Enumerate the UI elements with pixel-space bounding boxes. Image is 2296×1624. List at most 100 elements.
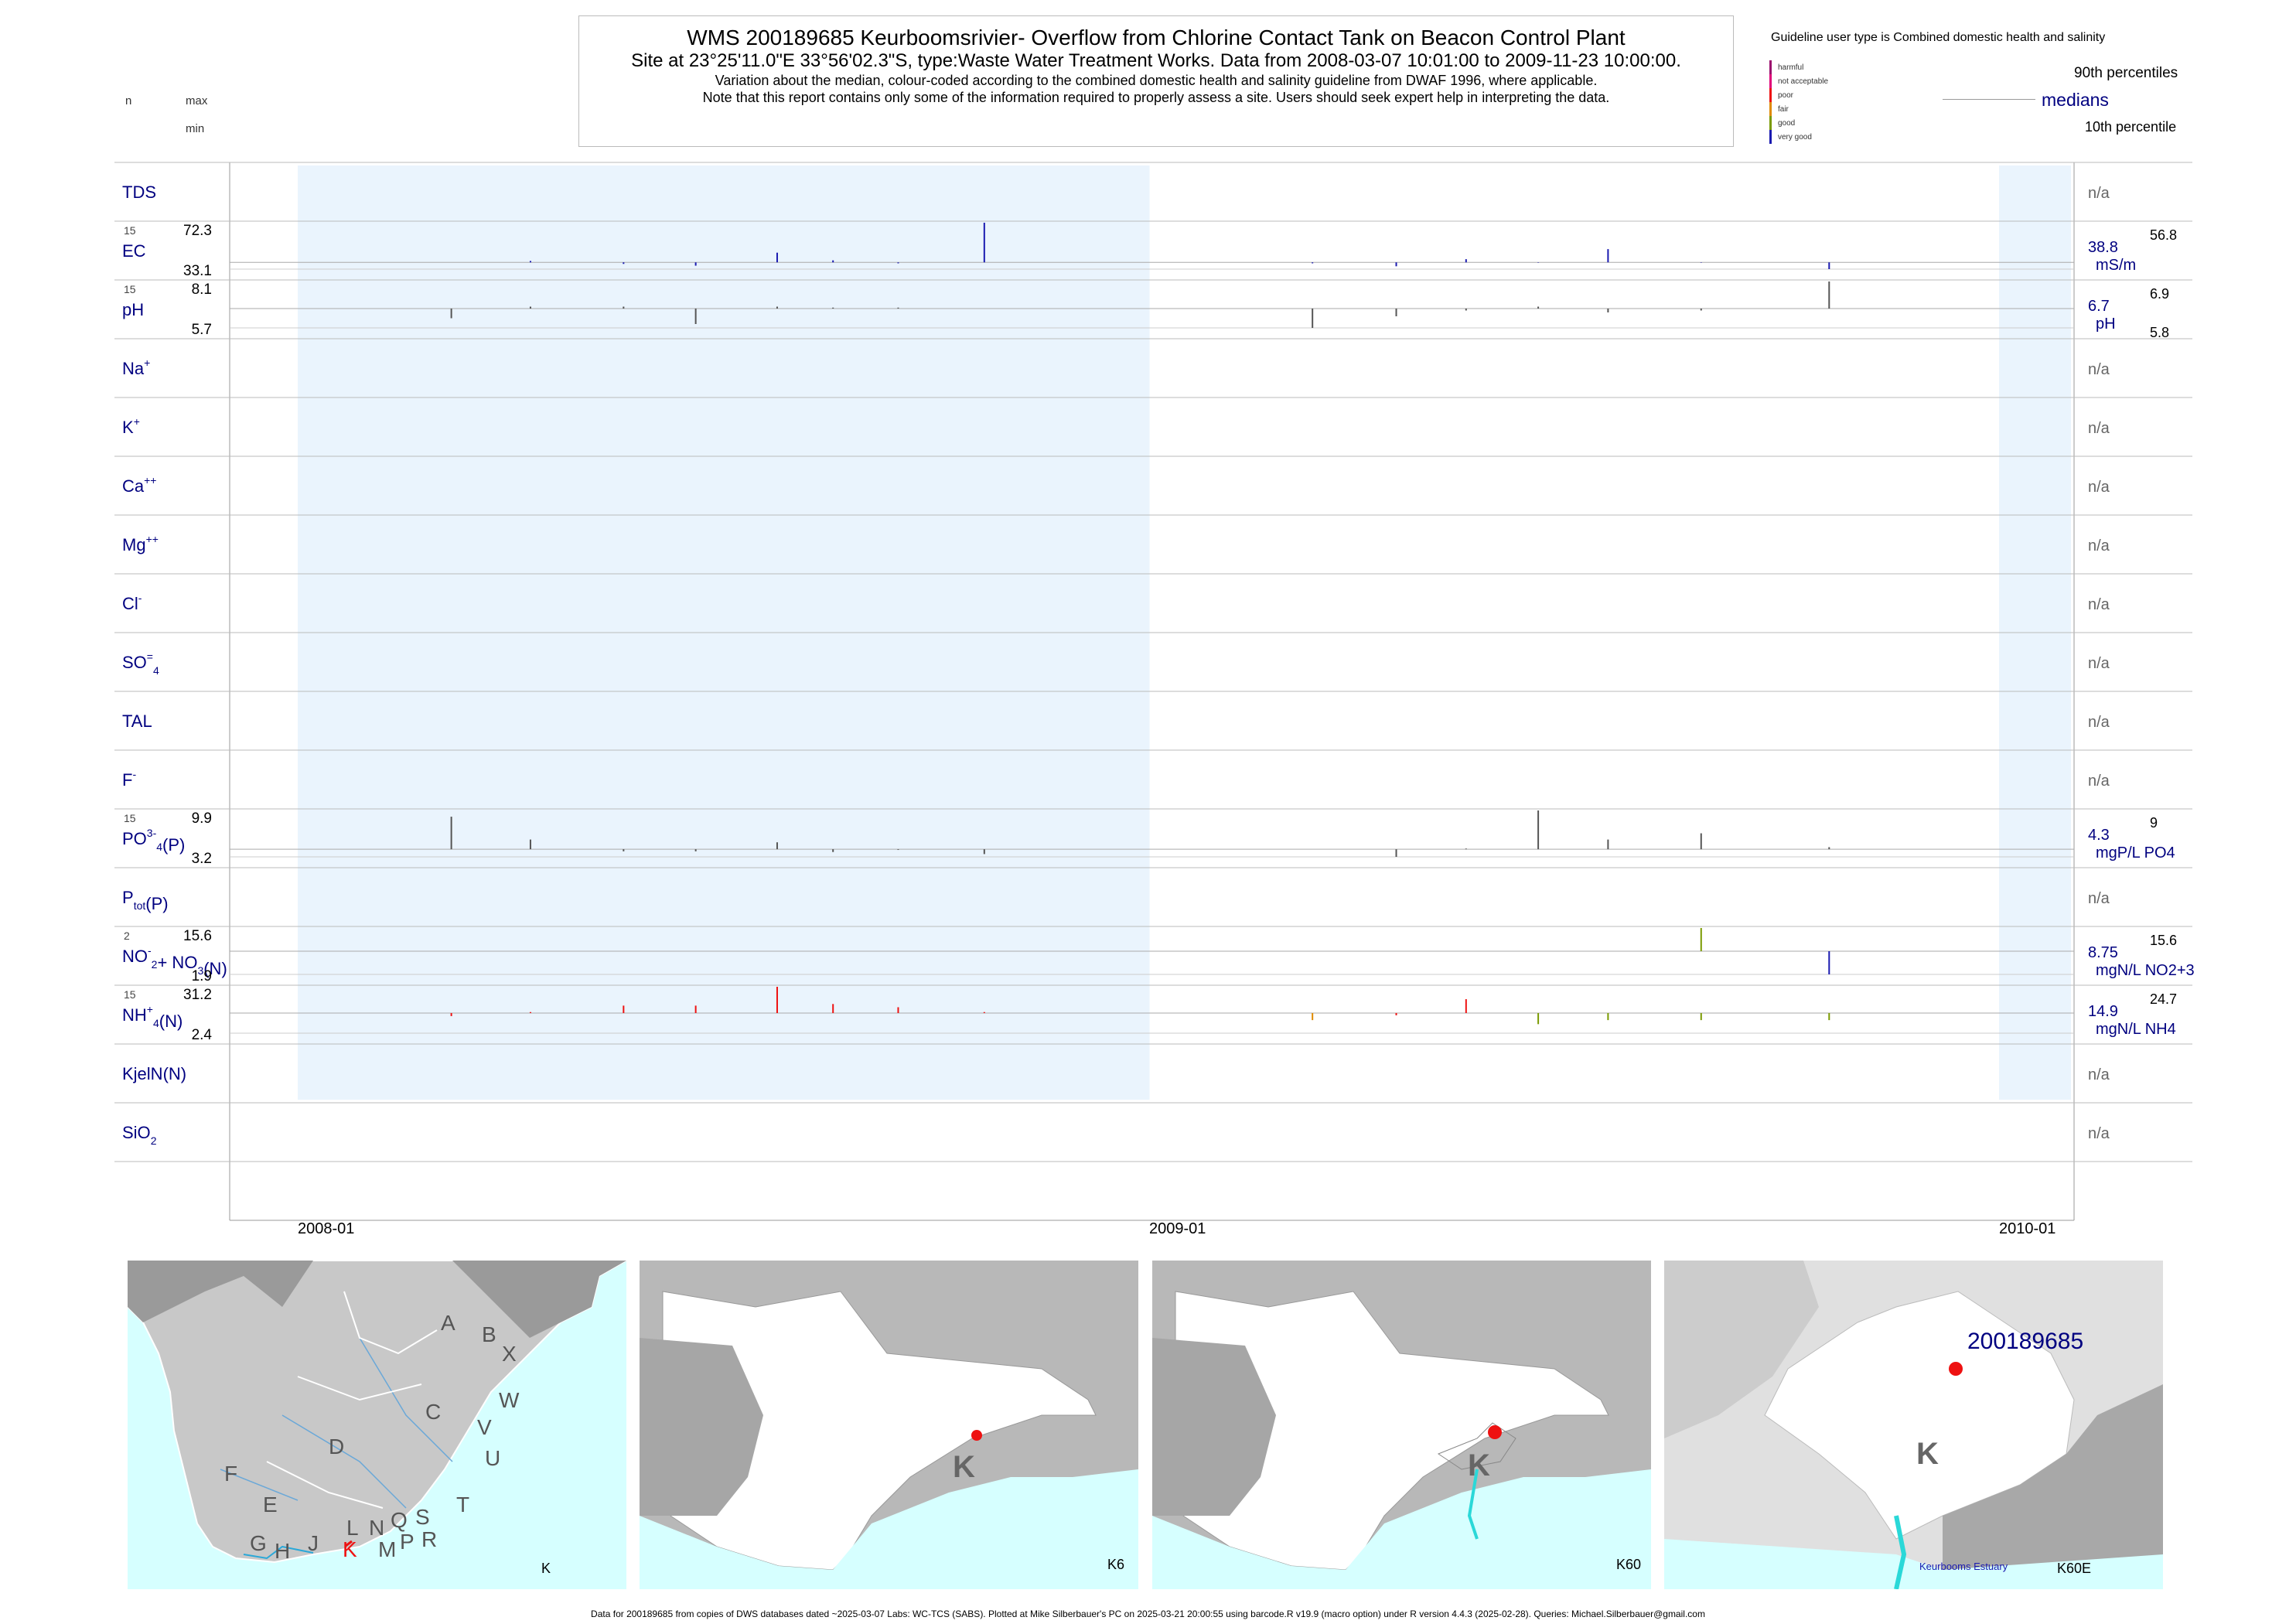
p90-NH4: 24.7	[2150, 991, 2177, 1007]
min-PO4: 3.2	[192, 851, 212, 867]
map3-region: K	[1468, 1448, 1490, 1482]
region-label-D: D	[329, 1435, 345, 1459]
guideline-legend: harmful not acceptable poor fair good very go…	[1769, 60, 1854, 145]
region-label-M: M	[378, 1537, 397, 1561]
region-label-Q: Q	[391, 1508, 408, 1532]
region-label-B: B	[482, 1322, 496, 1346]
region-label-C: C	[425, 1400, 442, 1424]
region-label-F: F	[224, 1462, 238, 1486]
na-Ptot: n/a	[2088, 890, 2110, 907]
page-title: WMS 200189685 Keurboomsrivier- Overflow …	[687, 26, 1626, 49]
region-label-U: U	[485, 1446, 501, 1470]
title-box: WMS 200189685 Keurboomsrivier- Overflow …	[578, 15, 1734, 147]
param-label-TDS: TDS	[122, 183, 156, 202]
na-F: n/a	[2088, 773, 2110, 790]
unit-NH4: mgN/L NH4	[2096, 1021, 2176, 1038]
n-NH4: 15	[124, 988, 136, 1001]
param-label-TAL: TAL	[122, 711, 152, 731]
region-label-V: V	[477, 1415, 492, 1439]
map-k60e: 200189685 K Keurbooms Estuary K60E	[1664, 1261, 2163, 1589]
x-tick-2010: 2010-01	[1999, 1220, 2056, 1237]
max-EC: 72.3	[183, 223, 212, 239]
region-label-S: S	[415, 1505, 430, 1529]
na-Na: n/a	[2088, 361, 2110, 378]
legend-class-label: good	[1778, 118, 1796, 128]
medians-label: medians	[2042, 90, 2109, 110]
region-label-K: K	[343, 1537, 357, 1561]
p90-pH: 6.9	[2150, 286, 2169, 302]
barcode-chart: TDS n/a EC 15 72.3 33.1 38.8 56.8 mS/m pH 15 8.1 5.7…	[114, 162, 2195, 1221]
map-k6: K K6	[640, 1261, 1138, 1589]
param-label-Ptot: Ptot(P)	[122, 888, 169, 913]
param-label-NH4: NH+4(N)	[122, 1003, 183, 1031]
param-label-Mg: Mg++	[122, 533, 159, 554]
legend-class-1: not acceptable	[1769, 74, 1854, 88]
n-pH: 15	[124, 283, 136, 295]
x-tick-2008: 2008-01	[298, 1220, 355, 1237]
x-tick-2009: 2009-01	[1149, 1220, 1206, 1237]
region-label-T: T	[456, 1493, 470, 1517]
legend-swatch	[1769, 60, 1772, 74]
max-pH: 8.1	[192, 281, 212, 298]
median-legend-line	[1943, 99, 2035, 100]
legend-swatch	[1769, 116, 1772, 130]
n-PO4: 15	[124, 812, 136, 824]
legend-class-4: good	[1769, 116, 1854, 130]
region-label-X: X	[502, 1342, 517, 1366]
p90-label: 90th percentiles	[2074, 65, 2178, 81]
param-label-PO4: PO3-4(P)	[122, 827, 185, 855]
min-NH4: 2.4	[192, 1027, 213, 1043]
param-label-SiO2: SiO2	[122, 1123, 157, 1147]
param-label-K: K+	[122, 415, 140, 437]
legend-class-0: harmful	[1769, 60, 1854, 74]
na-TDS: n/a	[2088, 185, 2110, 202]
max-NOx: 15.6	[183, 928, 212, 944]
region-label-J: J	[308, 1531, 319, 1555]
expert-note: Note that this report contains only some…	[702, 90, 1610, 105]
key-min: min	[186, 122, 205, 135]
region-label-R: R	[421, 1527, 438, 1551]
region-label-E: E	[263, 1493, 278, 1517]
region-label-W: W	[499, 1388, 520, 1412]
region-label-H: H	[275, 1539, 291, 1563]
median-NOx: 8.75	[2088, 944, 2118, 961]
site-subtitle: Site at 23°25'11.0"E 33°56'02.3"S, type:…	[631, 50, 1681, 71]
key-n: n	[125, 94, 132, 107]
param-label-SO4: SO=4	[122, 650, 159, 677]
p90-EC: 56.8	[2150, 227, 2177, 243]
unit-EC: mS/m	[2096, 257, 2136, 274]
param-label-Cl: Cl-	[122, 592, 142, 613]
median-pH: 6.7	[2088, 298, 2110, 315]
na-TAL: n/a	[2088, 714, 2110, 731]
legend-swatch	[1769, 102, 1772, 116]
unit-NOx: mgN/L NO2+3	[2096, 962, 2195, 979]
map2-caption: K6	[1107, 1557, 1125, 1572]
legend-swatch	[1769, 74, 1772, 88]
median-EC: 38.8	[2088, 239, 2118, 256]
key-max: max	[186, 94, 208, 107]
p10-label: 10th percentile	[2085, 119, 2177, 135]
na-Cl: n/a	[2088, 596, 2110, 613]
region-label-P: P	[400, 1530, 415, 1554]
p90-PO4: 9	[2150, 815, 2158, 831]
legend-class-label: not acceptable	[1778, 77, 1829, 86]
na-SiO2: n/a	[2088, 1125, 2110, 1142]
region-label-N: N	[369, 1516, 385, 1540]
region-label-L: L	[346, 1516, 359, 1540]
param-label-Ca: Ca++	[122, 474, 156, 496]
map-k60: K K60	[1152, 1261, 1651, 1589]
median-PO4: 4.3	[2088, 827, 2110, 844]
map4-region: K	[1916, 1437, 1939, 1471]
n-EC: 15	[124, 224, 136, 237]
region-label-G: G	[250, 1531, 267, 1555]
legend-class-label: fair	[1778, 104, 1789, 114]
na-Ca: n/a	[2088, 479, 2110, 496]
legend-class-label: harmful	[1778, 63, 1804, 72]
n-NOx: 2	[124, 930, 130, 942]
param-label-F: F-	[122, 768, 136, 790]
param-label-KjelN: KjelN(N)	[122, 1064, 186, 1083]
variation-note: Variation about the median, colour-coded…	[715, 73, 1598, 88]
map3-caption: K60	[1616, 1557, 1642, 1572]
map4-caption: K60E	[2057, 1561, 2092, 1576]
